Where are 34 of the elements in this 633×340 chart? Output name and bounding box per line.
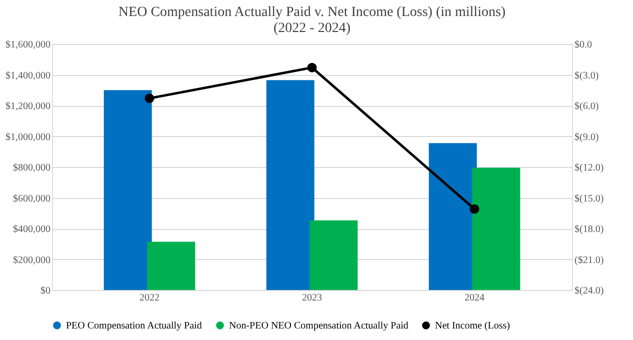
y-tick-label: $1,200,000 xyxy=(6,101,50,112)
chart-subtitle: (2022 - 2024) xyxy=(274,21,351,36)
y2-tick-label: $(24.0) xyxy=(574,286,604,296)
y-tick-label: $0 xyxy=(40,286,50,296)
y-tick-label: $800,000 xyxy=(13,162,50,174)
y2-tick-label: $(15.0) xyxy=(574,193,604,204)
point xyxy=(307,62,317,72)
x-tick-label: 2023 xyxy=(302,292,322,304)
y2-tick-label: $(18.0) xyxy=(574,224,604,235)
bar xyxy=(147,242,196,290)
y-tick-label: $600,000 xyxy=(13,193,50,204)
legend-label: PEO Compensation Actually Paid xyxy=(66,320,202,332)
bar xyxy=(310,220,358,290)
bar xyxy=(472,168,520,290)
x-tick-label: 2022 xyxy=(140,292,160,304)
y2-tick-label: $(6.0) xyxy=(574,101,599,112)
bar xyxy=(266,80,314,290)
y-tick-label: $1,600,000 xyxy=(6,40,50,50)
legend-label: Non-PEO NEO Compensation Actually Paid xyxy=(229,320,408,332)
y2-tick-label: $(12.0) xyxy=(574,162,604,174)
bar xyxy=(104,90,152,290)
y-tick-label: $400,000 xyxy=(13,224,50,235)
chart-title: NEO Compensation Actually Paid v. Net Income (Loss) (in millions) xyxy=(118,5,506,20)
legend-label: Net Income (Loss) xyxy=(435,320,510,332)
y2-tick-label: $(3.0) xyxy=(574,70,599,82)
y2-tick-label: $0.0 xyxy=(574,40,592,50)
x-tick-label: 2024 xyxy=(464,292,484,304)
point xyxy=(144,94,154,104)
point xyxy=(470,204,480,214)
y2-tick-label: ($21.0) xyxy=(574,254,604,266)
y-tick-label: $200,000 xyxy=(13,254,50,266)
y-tick-label: $1,400,000 xyxy=(6,70,50,82)
y2-tick-label: $(9.0) xyxy=(574,132,599,143)
y-tick-label: $1,000,000 xyxy=(6,132,50,143)
